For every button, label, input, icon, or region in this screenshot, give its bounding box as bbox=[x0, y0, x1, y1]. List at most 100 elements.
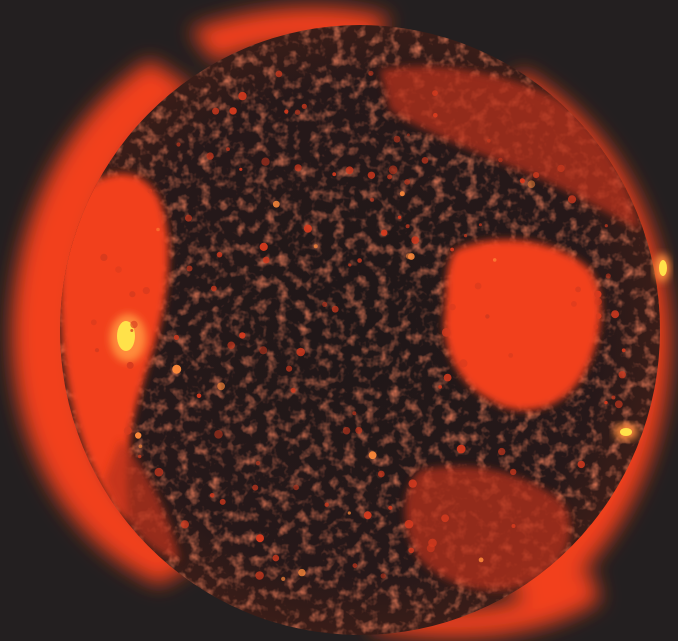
speckle-point bbox=[511, 524, 516, 528]
speckle-point bbox=[135, 432, 142, 439]
speckle-point bbox=[432, 90, 438, 96]
speckle-point bbox=[421, 157, 429, 164]
speckle-point bbox=[347, 511, 351, 515]
speckle-point bbox=[156, 227, 160, 232]
speckle-point bbox=[298, 568, 306, 577]
speckle-point bbox=[510, 468, 517, 476]
speckle-point bbox=[185, 214, 192, 222]
speckle-point bbox=[259, 242, 268, 251]
speckle-point bbox=[611, 395, 616, 400]
speckle-point bbox=[342, 426, 351, 435]
speckle-point bbox=[226, 147, 230, 152]
speckle-point bbox=[508, 353, 514, 358]
speckle-point bbox=[441, 514, 449, 523]
bright-points bbox=[110, 254, 670, 440]
speckle-point bbox=[272, 554, 280, 562]
speckle-point bbox=[303, 224, 312, 233]
speckle-point bbox=[100, 253, 108, 261]
speckle-point bbox=[123, 426, 132, 435]
speckle-point bbox=[404, 179, 411, 185]
speckle-point bbox=[142, 287, 150, 295]
speckle-point bbox=[487, 138, 491, 143]
speckle-point bbox=[397, 215, 402, 219]
speckle-point bbox=[130, 320, 138, 329]
speckle-point bbox=[272, 200, 280, 208]
speckle-point bbox=[593, 324, 599, 330]
speckle-point bbox=[275, 70, 283, 78]
speckle-point bbox=[294, 109, 301, 115]
speckle-point bbox=[449, 303, 456, 311]
speckle-point bbox=[533, 172, 540, 179]
speckle-point bbox=[252, 484, 259, 491]
speckle-point bbox=[227, 341, 235, 350]
speckle-point bbox=[604, 400, 608, 405]
speckle-point bbox=[463, 234, 468, 238]
speckle-point bbox=[355, 426, 363, 434]
speckle-point bbox=[301, 103, 307, 109]
speckle-point bbox=[594, 297, 602, 306]
speckle-point bbox=[492, 258, 497, 262]
speckle-point bbox=[90, 319, 97, 326]
speckle-point bbox=[357, 258, 362, 263]
speckle-point bbox=[408, 547, 415, 554]
speckle-point bbox=[406, 133, 410, 137]
speckle-point bbox=[130, 329, 134, 332]
speckle-point bbox=[256, 534, 264, 543]
speckle-point bbox=[115, 266, 122, 273]
speckle-point bbox=[239, 167, 243, 171]
speckle-point bbox=[380, 573, 386, 579]
speckle-point bbox=[387, 174, 393, 180]
speckle-point bbox=[571, 301, 577, 307]
speckle-point bbox=[332, 172, 337, 177]
speckle-point bbox=[352, 411, 357, 416]
speckle-point bbox=[206, 152, 214, 160]
speckle-point bbox=[239, 332, 246, 339]
speckle-point bbox=[255, 571, 264, 580]
speckle-point bbox=[377, 470, 385, 478]
speckle-point bbox=[173, 334, 179, 340]
speckle-point bbox=[567, 195, 577, 204]
speckle-point bbox=[363, 511, 372, 520]
speckle-point bbox=[370, 197, 375, 202]
speckle-point bbox=[238, 91, 247, 101]
speckle-point bbox=[261, 157, 270, 166]
speckle-point bbox=[450, 247, 454, 252]
speckle-point bbox=[216, 251, 223, 258]
speckle-point bbox=[368, 70, 374, 76]
speckle-point bbox=[210, 285, 217, 292]
speckle-point bbox=[367, 171, 376, 179]
speckle-point bbox=[575, 286, 581, 293]
speckle-point bbox=[485, 314, 490, 319]
speckle-point bbox=[438, 385, 442, 389]
speckle-point bbox=[286, 365, 293, 372]
speckle-point bbox=[433, 113, 438, 118]
speckle-point bbox=[478, 557, 484, 563]
speckle-point bbox=[331, 305, 339, 313]
speckle-point bbox=[605, 273, 611, 279]
speckle-point bbox=[138, 444, 143, 449]
speckle-points bbox=[90, 70, 626, 582]
speckle-point bbox=[405, 224, 410, 229]
speckle-point bbox=[322, 301, 328, 307]
speckle-point bbox=[209, 493, 215, 498]
speckle-point bbox=[443, 373, 452, 382]
speckle-point bbox=[388, 165, 398, 175]
speckle-point bbox=[474, 282, 482, 290]
speckle-point bbox=[459, 359, 468, 368]
speckle-point bbox=[408, 479, 417, 488]
speckle-point bbox=[345, 166, 354, 175]
speckle-point bbox=[368, 451, 377, 460]
speckle-point bbox=[126, 361, 134, 369]
speckle-point bbox=[172, 364, 182, 374]
speckle-point bbox=[577, 460, 585, 469]
speckle-point bbox=[381, 229, 388, 236]
speckle-point bbox=[557, 164, 565, 173]
speckle-point bbox=[604, 224, 608, 228]
speckle-point bbox=[219, 498, 226, 505]
speckle-point bbox=[519, 178, 526, 184]
speckle-point bbox=[498, 157, 503, 163]
speckle-point bbox=[388, 505, 393, 510]
speckle-point bbox=[411, 236, 420, 245]
